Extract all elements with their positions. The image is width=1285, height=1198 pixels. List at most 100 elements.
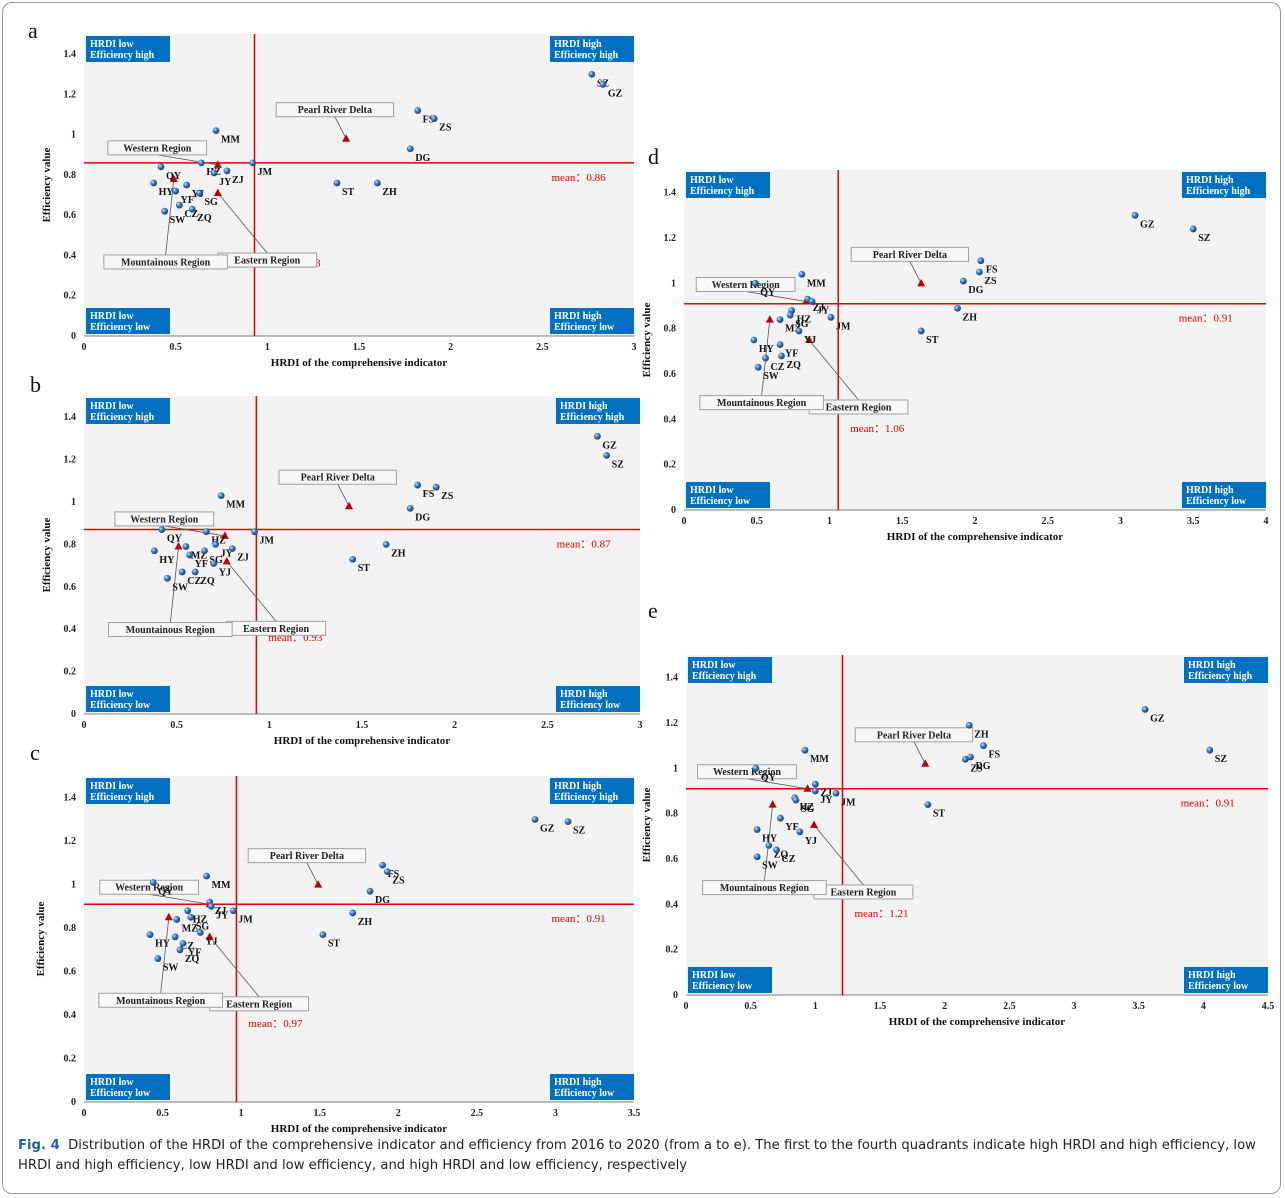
region-marker xyxy=(220,531,229,539)
y-tick-label: 0 xyxy=(673,990,678,1001)
plot-area xyxy=(84,34,634,336)
region-label: Pearl River Delta xyxy=(877,730,951,741)
data-point xyxy=(154,955,162,962)
point-label: YJ xyxy=(804,335,816,346)
data-point xyxy=(965,721,973,729)
data-point xyxy=(333,179,341,187)
x-tick-label: 0 xyxy=(82,720,87,731)
point-label: HZ xyxy=(211,536,226,547)
region-callout: Eastern Region xyxy=(226,561,327,636)
data-point xyxy=(161,207,169,215)
y-tick-label: 0.8 xyxy=(64,923,77,934)
y-tick-label: 1.2 xyxy=(64,455,77,466)
point-label: MM xyxy=(221,135,240,146)
region-callout: Mountainous Region xyxy=(699,319,824,411)
x-axis-title: HRDI of the comprehensive indicator xyxy=(271,357,448,369)
svg-text:HRDI high: HRDI high xyxy=(1186,175,1234,186)
point-label: HY xyxy=(762,834,778,845)
svg-text:Efficiency low: Efficiency low xyxy=(554,1088,615,1099)
data-point xyxy=(249,159,257,167)
region-label: Eastern Region xyxy=(234,256,300,267)
region-callout: Mountainous Region xyxy=(98,917,223,1008)
y-tick-label: 1.4 xyxy=(664,188,677,199)
data-point xyxy=(751,279,759,287)
data-point xyxy=(954,304,961,312)
svg-text:HRDI low: HRDI low xyxy=(690,175,734,186)
x-tick-label: 3 xyxy=(638,720,643,731)
y-tick-label: 0.2 xyxy=(664,460,677,471)
point-label: ZQ xyxy=(200,576,215,587)
x-tick-label: 1 xyxy=(239,1108,244,1119)
point-label: MZ xyxy=(785,324,801,335)
region-callout: Western Region xyxy=(697,764,808,790)
point-label: ZJ xyxy=(215,906,227,917)
point-label: MZ xyxy=(182,923,198,934)
chart-panel-a: 0 0.2 0.4 0.6 0.8 1 1.2 1.4 0 0.5 1 1.5 2 2.5 3 HRDI of… xyxy=(40,30,640,369)
data-point xyxy=(158,526,166,533)
point-label: ZS xyxy=(441,491,454,502)
y-tick-label: 0 xyxy=(71,1097,76,1108)
point-label: HZ xyxy=(797,315,812,326)
point-label: SG xyxy=(196,921,210,932)
point-label: ZS xyxy=(392,876,405,887)
y-tick-label: 0.6 xyxy=(64,210,77,221)
svg-text:HRDI high: HRDI high xyxy=(554,781,602,792)
point-label: ZH xyxy=(974,729,989,740)
svg-text:HRDI low: HRDI low xyxy=(692,970,736,981)
data-point xyxy=(319,931,327,939)
x-tick-label: 3.5 xyxy=(628,1108,641,1119)
point-label: HY xyxy=(155,939,171,950)
data-point xyxy=(149,879,157,886)
data-point xyxy=(210,560,218,567)
svg-text:HRDI high: HRDI high xyxy=(554,1077,602,1088)
mean-y-label: mean：0.91 xyxy=(1179,313,1233,325)
mean-x-label: mean：1.21 xyxy=(854,908,908,920)
data-point xyxy=(251,528,258,536)
point-label: QY xyxy=(158,886,174,897)
data-point xyxy=(196,189,203,197)
x-tick-label: 0 xyxy=(684,1001,689,1012)
point-label: ZJ xyxy=(237,553,249,564)
data-point xyxy=(531,816,539,823)
svg-text:Efficiency high: Efficiency high xyxy=(1186,186,1251,197)
x-axis-title: HRDI of the comprehensive indicator xyxy=(887,531,1064,543)
svg-text:HRDI high: HRDI high xyxy=(1186,485,1234,496)
data-point xyxy=(379,861,386,869)
data-point xyxy=(593,432,601,440)
svg-text:Efficiency high: Efficiency high xyxy=(690,186,755,197)
y-tick-label: 0.2 xyxy=(666,945,679,956)
region-marker xyxy=(345,501,354,510)
region-marker xyxy=(342,134,351,142)
svg-text:HRDI high: HRDI high xyxy=(560,401,608,412)
region-label: Eastern Region xyxy=(226,999,292,1010)
data-point xyxy=(196,929,204,936)
x-tick-label: 4.5 xyxy=(1262,1001,1275,1012)
x-tick-label: 1 xyxy=(813,1001,818,1012)
data-point xyxy=(432,483,440,491)
x-tick-label: 0.5 xyxy=(169,342,182,353)
point-label: ZH xyxy=(382,187,397,198)
y-tick-label: 0.8 xyxy=(64,170,77,181)
svg-text:Efficiency high: Efficiency high xyxy=(692,671,757,682)
chart-panel-c: 0 0.2 0.4 0.6 0.8 1 1.2 1.4 0 0.5 1 1.5 2 2.5 3 3.5 HRDI… xyxy=(34,772,641,1135)
svg-text:HRDI low: HRDI low xyxy=(690,485,734,496)
point-label: SW xyxy=(762,861,778,872)
data-point xyxy=(349,555,357,563)
svg-text:Efficiency high: Efficiency high xyxy=(560,412,625,423)
data-point xyxy=(373,179,381,187)
data-point xyxy=(173,916,181,923)
x-tick-label: 4 xyxy=(1201,1001,1206,1012)
x-tick-label: 3 xyxy=(1118,516,1123,527)
data-point xyxy=(1189,225,1197,233)
svg-text:HRDI high: HRDI high xyxy=(554,311,602,322)
y-tick-label: 0.6 xyxy=(666,854,679,865)
point-label: DG xyxy=(968,285,983,296)
y-tick-label: 1.4 xyxy=(64,793,77,804)
point-label: YF xyxy=(195,559,208,570)
point-label: CZ xyxy=(770,362,784,373)
y-tick-label: 1 xyxy=(71,497,76,508)
data-point xyxy=(188,205,196,213)
